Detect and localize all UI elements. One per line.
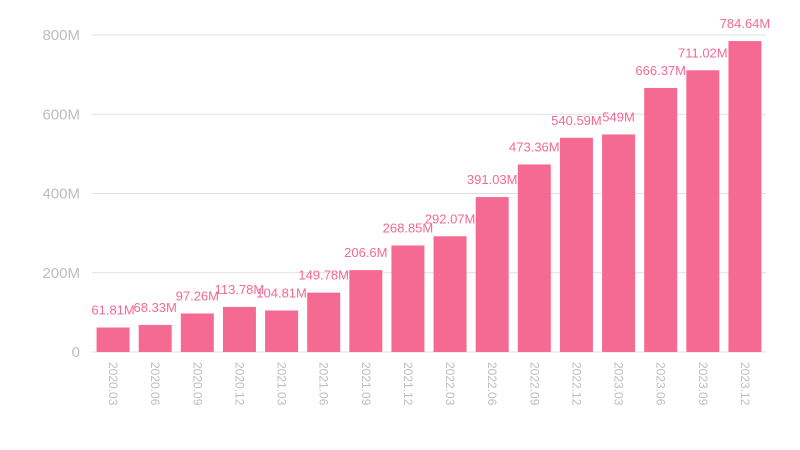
bar	[517, 164, 551, 352]
x-tick-label: 2020.12	[232, 362, 246, 406]
data-label: 711.02M	[678, 45, 728, 60]
x-tick-label: 2020.06	[148, 362, 162, 406]
x-tick-label: 2022.12	[569, 362, 583, 406]
data-label: 666.37M	[635, 63, 686, 78]
data-label: 61.81M	[91, 303, 134, 318]
data-label: 784.64M	[720, 16, 771, 31]
data-label: 104.81M	[256, 285, 307, 300]
y-tick-label: 600M	[42, 106, 80, 123]
x-tick-label: 2021.12	[401, 362, 415, 406]
data-label: 549M	[602, 109, 635, 124]
y-tick-label: 800M	[42, 27, 80, 44]
x-axis-ticks: 2020.03 2020.06 2020.09 2020.12 2021.03 2021.…	[106, 362, 752, 406]
bars	[96, 41, 762, 353]
data-label: 97.26M	[176, 288, 219, 303]
y-tick-label: 0	[72, 344, 80, 361]
x-tick-label: 2021.06	[317, 362, 331, 406]
bar	[602, 134, 636, 352]
x-tick-label: 2023.03	[612, 362, 626, 406]
data-label: 268.85M	[383, 220, 434, 235]
bar	[559, 137, 593, 352]
bar	[349, 270, 383, 352]
bar	[475, 197, 509, 352]
data-label: 68.33M	[134, 300, 177, 315]
bar	[644, 87, 678, 352]
x-tick-label: 2023.12	[738, 362, 752, 406]
x-tick-label: 2022.09	[527, 362, 541, 406]
x-tick-label: 2022.03	[443, 362, 457, 406]
x-tick-label: 2020.09	[190, 362, 204, 406]
x-tick-label: 2021.09	[359, 362, 373, 406]
bar	[138, 324, 172, 352]
x-tick-label: 2023.09	[696, 362, 710, 406]
data-label: 391.03M	[467, 172, 518, 187]
bar	[265, 310, 299, 352]
bar	[180, 313, 214, 352]
bar	[433, 236, 467, 352]
data-label: 540.59M	[551, 113, 602, 128]
x-tick-label: 2023.06	[654, 362, 668, 406]
bar	[307, 292, 341, 352]
bar	[686, 70, 720, 352]
x-tick-label: 2020.03	[106, 362, 120, 406]
y-tick-label: 200M	[42, 265, 80, 282]
y-tick-label: 400M	[42, 186, 80, 203]
data-label: 113.78M	[215, 282, 265, 297]
bar	[391, 245, 425, 352]
data-label: 149.78M	[298, 268, 349, 283]
data-label: 206.6M	[344, 245, 387, 260]
bar	[222, 306, 256, 352]
data-label: 473.36M	[509, 139, 560, 154]
data-label: 292.07M	[425, 211, 476, 226]
bar	[96, 327, 130, 352]
x-tick-label: 2021.03	[275, 362, 289, 406]
y-axis-ticks: 0 200M 400M 600M 800M	[42, 27, 80, 361]
x-tick-label: 2022.06	[485, 362, 499, 406]
bar	[728, 41, 762, 353]
